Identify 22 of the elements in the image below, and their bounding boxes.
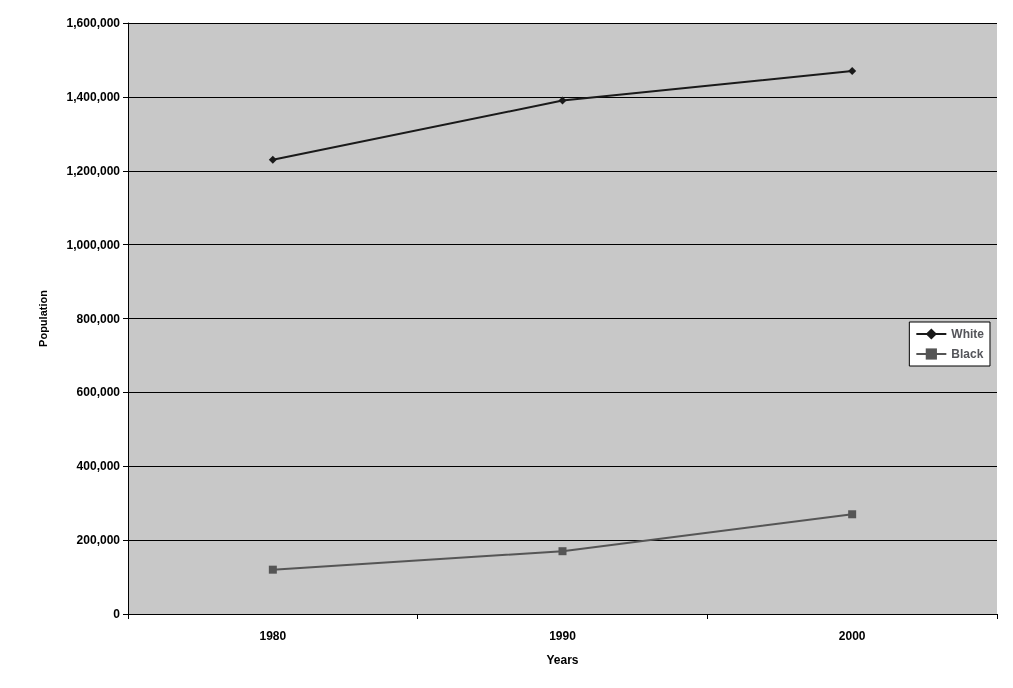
point bbox=[558, 96, 567, 105]
y-tick-label: 1,200,000 bbox=[66, 163, 121, 178]
x-tick-label: 2000 bbox=[838, 629, 866, 643]
y-tick-label: 1,000,000 bbox=[66, 237, 121, 252]
x-axis-title: Years bbox=[546, 653, 579, 667]
point bbox=[558, 547, 567, 556]
point bbox=[848, 510, 857, 519]
point bbox=[268, 565, 277, 574]
y-tick-label: 1,600,000 bbox=[66, 16, 121, 30]
y-tick-label: 1,400,000 bbox=[66, 89, 121, 104]
y-axis-title: Population bbox=[36, 289, 49, 347]
y-tick-label: 0 bbox=[113, 607, 121, 621]
point bbox=[848, 67, 857, 76]
point bbox=[268, 155, 277, 164]
y-tick-label: 400,000 bbox=[76, 459, 121, 474]
legend-label: White bbox=[951, 327, 985, 341]
x-tick-label: 1990 bbox=[549, 629, 577, 643]
x-tick-label: 1980 bbox=[259, 629, 287, 643]
y-tick-label: 200,000 bbox=[76, 533, 121, 548]
legend-label: Black bbox=[951, 347, 984, 361]
y-tick-label: 600,000 bbox=[76, 385, 121, 400]
y-tick-label: 800,000 bbox=[76, 311, 121, 326]
